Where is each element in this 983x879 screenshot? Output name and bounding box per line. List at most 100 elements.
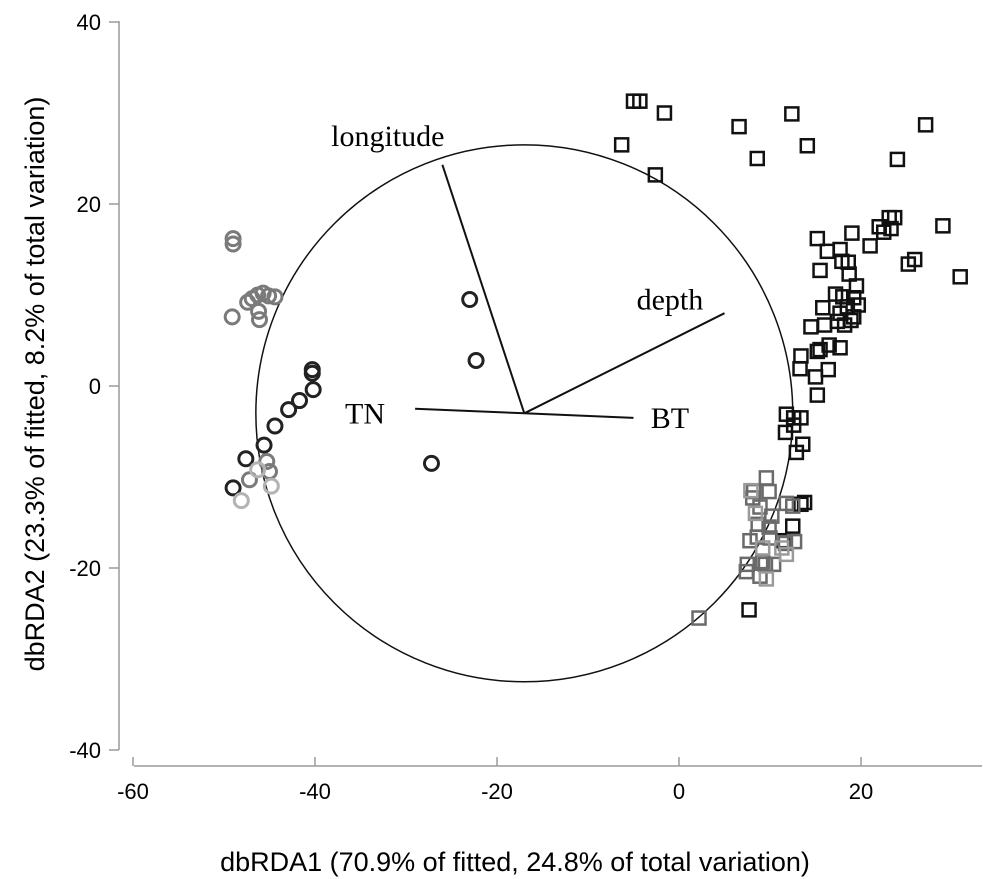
vector-TN bbox=[415, 407, 525, 415]
data-point-square bbox=[883, 220, 899, 237]
data-point-circle bbox=[232, 492, 250, 510]
data-point-square bbox=[784, 106, 800, 122]
data-point-square bbox=[862, 238, 878, 254]
data-point-square bbox=[777, 424, 794, 441]
data-point-square bbox=[758, 470, 775, 486]
data-point-square bbox=[691, 610, 707, 626]
data-point-circle bbox=[291, 392, 309, 410]
data-point-square bbox=[845, 309, 862, 325]
data-point-circle bbox=[224, 235, 242, 253]
data-point-circle bbox=[262, 477, 280, 495]
data-point-circle bbox=[250, 311, 268, 329]
data-point-circle bbox=[304, 381, 322, 399]
vector-label-longitude: longitude bbox=[331, 120, 444, 153]
data-point-square bbox=[906, 251, 923, 268]
data-point-square bbox=[731, 118, 747, 135]
data-point-square bbox=[803, 319, 819, 335]
data-point-square bbox=[778, 546, 795, 563]
data-point-circle bbox=[422, 454, 440, 472]
data-point-square bbox=[812, 262, 828, 279]
data-point-square bbox=[807, 369, 824, 385]
data-point-square bbox=[785, 498, 801, 514]
data-point-square bbox=[844, 225, 860, 241]
x-tick-label: -40 bbox=[299, 779, 331, 804]
data-point-square bbox=[843, 312, 859, 329]
data-point-square bbox=[886, 209, 903, 226]
data-point-square bbox=[765, 556, 782, 573]
data-point-square bbox=[647, 167, 664, 183]
data-point-square bbox=[809, 343, 826, 360]
data-point-square bbox=[819, 243, 836, 260]
data-point-square bbox=[758, 571, 775, 587]
y-tick-label: -20 bbox=[69, 556, 101, 581]
x-tick-label: 0 bbox=[673, 779, 685, 804]
x-tick-label: 20 bbox=[849, 779, 873, 804]
data-point-square bbox=[761, 483, 777, 500]
data-point-square bbox=[952, 269, 968, 285]
data-point-circle bbox=[260, 287, 278, 305]
vector-label-depth: depth bbox=[637, 284, 704, 317]
data-point-square bbox=[793, 496, 809, 513]
axes bbox=[118, 21, 982, 767]
data-point-circle bbox=[224, 230, 242, 248]
data-point-square bbox=[757, 556, 774, 573]
data-point-circle bbox=[223, 308, 241, 326]
data-point-square bbox=[632, 93, 648, 109]
data-point-square bbox=[809, 230, 826, 247]
data-point-square bbox=[799, 138, 816, 154]
y-tick-label: 0 bbox=[89, 374, 101, 399]
data-point-circle bbox=[249, 461, 267, 479]
data-point-square bbox=[764, 508, 780, 524]
ticks: -60 -40 -20 0 20 -40 -20 0 20 40 bbox=[69, 10, 873, 804]
data-point-square bbox=[816, 317, 833, 333]
y-tick-label: 40 bbox=[77, 10, 101, 35]
x-tick-label: -20 bbox=[481, 779, 513, 804]
data-point-square bbox=[743, 482, 759, 499]
y-axis-title: dbRDA2 (23.3% of fitted, 8.2% of total v… bbox=[20, 97, 50, 672]
data-point-circle bbox=[237, 450, 255, 468]
vector-depth bbox=[523, 312, 725, 415]
data-point-square bbox=[788, 444, 805, 461]
data-point-square bbox=[656, 105, 673, 121]
data-point-circle bbox=[224, 479, 242, 497]
data-point-square bbox=[761, 519, 777, 535]
x-tick-label: -60 bbox=[117, 779, 149, 804]
data-point-square bbox=[749, 150, 766, 167]
data-point-square bbox=[754, 540, 771, 556]
vector-label-BT: BT bbox=[651, 402, 689, 435]
data-point-square bbox=[785, 518, 801, 534]
vectors: longitude depth TN BT bbox=[331, 120, 725, 435]
vector-label-TN: TN bbox=[345, 397, 385, 430]
data-point-circle bbox=[266, 417, 284, 435]
data-point-square bbox=[917, 117, 934, 133]
data-point-square bbox=[793, 348, 809, 364]
vector-BT bbox=[524, 412, 634, 419]
data-point-square bbox=[809, 387, 826, 403]
data-point-square bbox=[613, 137, 630, 153]
data-point-circle bbox=[461, 291, 479, 309]
data-point-square bbox=[820, 361, 836, 378]
data-point-square bbox=[832, 340, 848, 356]
data-point-circle bbox=[266, 288, 284, 306]
x-axis-title: dbRDA1 (70.9% of fitted, 24.8% of total … bbox=[220, 847, 810, 877]
data-point-square bbox=[750, 516, 766, 533]
data-point-circle bbox=[240, 471, 258, 489]
data-point-square bbox=[747, 505, 764, 522]
data-point-square bbox=[889, 151, 906, 168]
data-point-square bbox=[812, 341, 828, 358]
data-point-square bbox=[777, 535, 794, 552]
y-tick-label: 20 bbox=[77, 192, 101, 217]
data-point-circle bbox=[467, 352, 485, 370]
points bbox=[223, 93, 968, 626]
data-point-circle bbox=[303, 364, 321, 382]
data-point-circle bbox=[250, 302, 268, 320]
data-point-circle bbox=[255, 436, 273, 454]
data-point-square bbox=[835, 289, 851, 305]
vector-longitude bbox=[441, 164, 526, 414]
data-point-square bbox=[935, 218, 951, 234]
y-tick-label: -40 bbox=[69, 738, 101, 763]
data-point-circle bbox=[280, 401, 298, 419]
data-point-square bbox=[792, 360, 808, 377]
data-point-square bbox=[741, 602, 757, 618]
